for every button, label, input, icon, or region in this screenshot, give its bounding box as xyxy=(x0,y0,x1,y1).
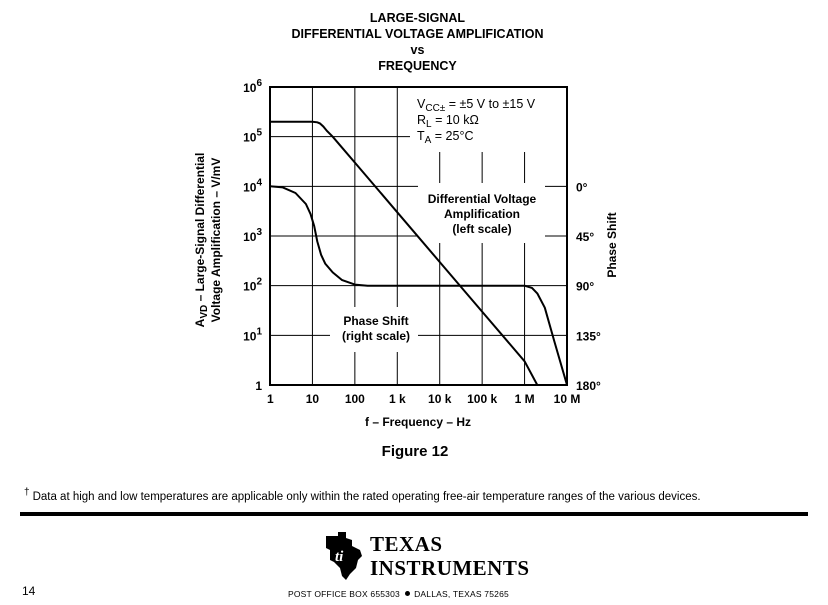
y2-tick-label: 135° xyxy=(576,329,601,343)
bullet-icon xyxy=(404,591,410,596)
y2-axis-label: Phase Shift xyxy=(605,212,619,277)
amplification-annotation-line: Amplification xyxy=(444,207,520,221)
footer-rule xyxy=(20,512,808,516)
y-tick-label: 1 xyxy=(255,379,262,393)
amplification-frequency-chart: 1 10 100 1 k 10 k 100 k 1 M 10 M 1 101 102 103 104 10… xyxy=(193,78,619,429)
y-tick-label: 101 xyxy=(243,326,262,343)
y-tick-label: 105 xyxy=(243,128,262,145)
amplification-annotation-line: (left scale) xyxy=(452,222,511,236)
y-tick-label: 104 xyxy=(243,177,262,194)
x-tick-label: 10 xyxy=(306,392,320,406)
y-axis-label-line-2: Voltage Amplification – V/mV xyxy=(209,158,223,323)
condition-3: TA = 25°C xyxy=(417,129,474,146)
x-axis-label: f – Frequency – Hz xyxy=(365,415,471,429)
condition-2: RL = 10 kΩ xyxy=(417,113,479,130)
footnote-text: Data at high and low temperatures are ap… xyxy=(32,490,701,503)
title-line-4: FREQUENCY xyxy=(378,59,457,73)
y2-tick-label: 180° xyxy=(576,379,601,393)
phase-annotation-line: Phase Shift xyxy=(343,314,408,328)
x-tick-label: 1 k xyxy=(389,392,406,406)
amplification-curve xyxy=(270,120,539,386)
page-number: 14 xyxy=(22,584,36,598)
x-tick-label: 10 k xyxy=(428,392,452,406)
title-line-1: LARGE-SIGNAL xyxy=(369,11,466,25)
footnote: † Data at high and low temperatures are a… xyxy=(24,487,701,503)
x-tick-label: 100 k xyxy=(467,392,497,406)
ti-logo: ti TEXAS INSTRUMENTS xyxy=(322,526,529,586)
address: POST OFFICE BOX 655303 DALLAS, TEXAS 752… xyxy=(288,589,509,599)
x-tick-label: 1 xyxy=(267,392,274,406)
phase-annotation-line: (right scale) xyxy=(342,329,410,343)
y-axis-label-line-1: AVD – Large-Signal Differential xyxy=(193,153,210,328)
chart-title: LARGE-SIGNAL DIFFERENTIAL VOLTAGE AMPLIF… xyxy=(230,10,605,74)
y-tick-label: 103 xyxy=(243,227,262,244)
y2-tick-label: 0° xyxy=(576,180,588,194)
phase-shift-curve xyxy=(269,185,568,386)
ti-logo-text: TEXAS INSTRUMENTS xyxy=(370,532,530,580)
y2-tick-label: 90° xyxy=(576,280,594,294)
footnote-mark: † xyxy=(24,487,30,498)
amplification-annotation-line: Differential Voltage xyxy=(428,192,537,206)
x-tick-label: 10 M xyxy=(554,392,581,406)
condition-1: VCC± = ±5 V to ±15 V xyxy=(417,97,536,114)
logo-line-2: INSTRUMENTS xyxy=(370,556,530,580)
svg-text:ti: ti xyxy=(335,549,344,565)
y2-tick-label: 45° xyxy=(576,230,594,244)
y-tick-label: 102 xyxy=(243,277,262,294)
plot-frame xyxy=(269,86,568,386)
y-tick-label: 106 xyxy=(243,78,262,95)
address-part-1: POST OFFICE BOX 655303 xyxy=(288,589,400,599)
title-line-2: DIFFERENTIAL VOLTAGE AMPLIFICATION xyxy=(291,27,544,41)
title-line-3: vs xyxy=(410,43,425,57)
address-part-2: DALLAS, TEXAS 75265 xyxy=(414,589,509,599)
x-tick-label: 1 M xyxy=(515,392,535,406)
figure-caption: Figure 12 xyxy=(381,443,449,460)
x-tick-label: 100 xyxy=(345,392,365,406)
ti-state-logo-icon: ti xyxy=(326,532,362,580)
logo-line-1: TEXAS xyxy=(370,532,443,556)
